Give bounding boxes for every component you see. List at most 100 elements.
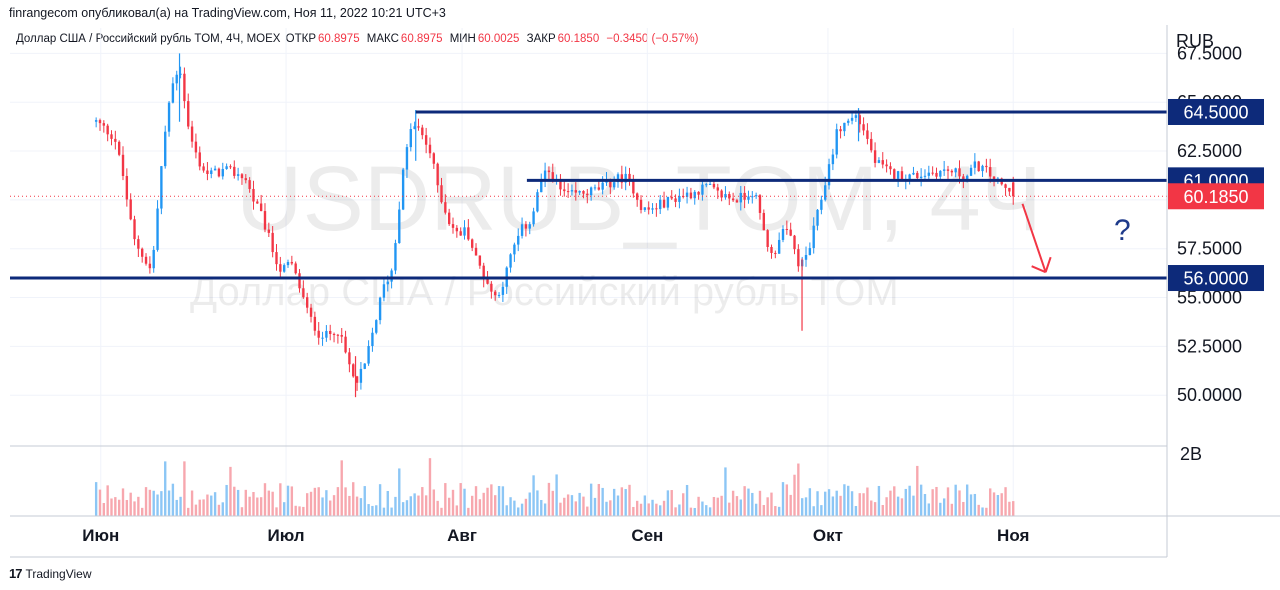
volume-bar bbox=[873, 502, 877, 516]
candle-body bbox=[612, 182, 616, 188]
volume-bar bbox=[589, 483, 593, 516]
candle-body bbox=[459, 231, 462, 236]
volume-bar bbox=[923, 494, 927, 516]
candle-body bbox=[766, 230, 769, 247]
volume-bar bbox=[682, 493, 685, 516]
candle-body bbox=[735, 200, 739, 203]
volume-bar bbox=[106, 485, 109, 516]
candle-body bbox=[436, 163, 439, 186]
volume-bar bbox=[436, 500, 439, 516]
volume-bar bbox=[850, 491, 854, 516]
candle-body bbox=[290, 262, 294, 264]
candle-body bbox=[424, 135, 428, 145]
legend-symbol: Доллар США / Российский рубль TOM, 4Ч, M… bbox=[16, 33, 281, 45]
candle-body bbox=[187, 101, 190, 127]
candle-body bbox=[106, 125, 109, 135]
volume-bar bbox=[593, 497, 597, 516]
volume-bar bbox=[471, 495, 474, 516]
volume-bar bbox=[804, 497, 808, 516]
candle-body bbox=[540, 179, 543, 193]
candle-body bbox=[919, 176, 923, 179]
candle-body bbox=[942, 169, 946, 171]
volume-bar bbox=[824, 491, 827, 516]
volume-bar bbox=[482, 492, 485, 516]
candle-body bbox=[923, 175, 927, 177]
volume-bar bbox=[110, 498, 113, 516]
candle-body bbox=[616, 174, 620, 183]
candle-body bbox=[582, 190, 585, 194]
volume-bar bbox=[609, 500, 612, 516]
y-tick-label: 62.5000 bbox=[1177, 141, 1242, 161]
candle-body bbox=[804, 255, 808, 260]
candle-body bbox=[877, 160, 881, 163]
volume-bar bbox=[566, 494, 570, 516]
candle-body bbox=[317, 330, 320, 338]
candle-body bbox=[570, 190, 574, 192]
forecast-arrow-head-right bbox=[1044, 256, 1052, 273]
volume-bar bbox=[939, 502, 942, 516]
volume-bar bbox=[390, 507, 393, 516]
candle-body bbox=[724, 194, 727, 198]
candle-body bbox=[129, 199, 132, 220]
candle-body bbox=[524, 224, 528, 229]
legend-high: МАКС 60.8975 bbox=[366, 33, 443, 45]
volume-bar bbox=[229, 466, 232, 516]
volume-bar bbox=[505, 505, 508, 516]
candle-body bbox=[413, 126, 416, 130]
candle-body bbox=[689, 192, 693, 199]
candle-body bbox=[447, 212, 451, 225]
candle-body bbox=[517, 235, 520, 245]
volume-bar bbox=[735, 496, 739, 516]
candle-body bbox=[939, 170, 942, 177]
candle-body bbox=[183, 73, 186, 102]
volume-bar bbox=[167, 490, 171, 516]
candle-body bbox=[578, 190, 581, 193]
volume-bar bbox=[478, 499, 482, 516]
volume-bar bbox=[179, 496, 182, 516]
candle-body bbox=[820, 199, 823, 210]
candle-body bbox=[494, 291, 497, 296]
candle-body bbox=[451, 224, 455, 228]
volume-bar bbox=[382, 507, 386, 516]
candle-body bbox=[309, 307, 313, 317]
candle-body bbox=[881, 160, 884, 165]
candle-body bbox=[893, 169, 896, 179]
volume-bar bbox=[981, 507, 984, 516]
candle-body bbox=[896, 171, 900, 179]
level-badge-label: 56.0000 bbox=[1183, 269, 1248, 289]
candle-body bbox=[985, 165, 988, 168]
candle-body bbox=[632, 179, 635, 194]
volume-bar bbox=[248, 496, 251, 516]
candle-body bbox=[536, 192, 539, 212]
candle-body bbox=[593, 187, 597, 189]
candle-body bbox=[1004, 184, 1007, 188]
volume-bar bbox=[398, 468, 401, 516]
candle-body bbox=[889, 166, 892, 170]
volume-bar bbox=[94, 482, 98, 516]
candle-body bbox=[647, 207, 650, 210]
axes bbox=[10, 25, 1280, 558]
volume-bar bbox=[317, 487, 320, 516]
volume-bar bbox=[927, 503, 930, 516]
volume-bar bbox=[405, 500, 409, 516]
volume-bar bbox=[881, 505, 884, 516]
candle-body bbox=[267, 229, 271, 233]
volume-bar bbox=[463, 488, 466, 516]
volume-bar bbox=[240, 507, 244, 516]
volume-bar bbox=[428, 458, 432, 516]
candle-body bbox=[286, 262, 290, 266]
volume-bar bbox=[582, 496, 585, 516]
current-price-badge-bg bbox=[1168, 183, 1264, 210]
candle-body bbox=[885, 164, 888, 167]
candle-body bbox=[248, 180, 251, 189]
candle-body bbox=[1012, 182, 1015, 197]
volume-bar bbox=[847, 485, 850, 516]
candle-body bbox=[198, 152, 201, 167]
candle-body bbox=[252, 188, 255, 202]
volume-bar bbox=[117, 499, 121, 516]
candle-body bbox=[981, 165, 984, 172]
volume-bar bbox=[187, 507, 190, 516]
candle-body bbox=[954, 168, 957, 173]
